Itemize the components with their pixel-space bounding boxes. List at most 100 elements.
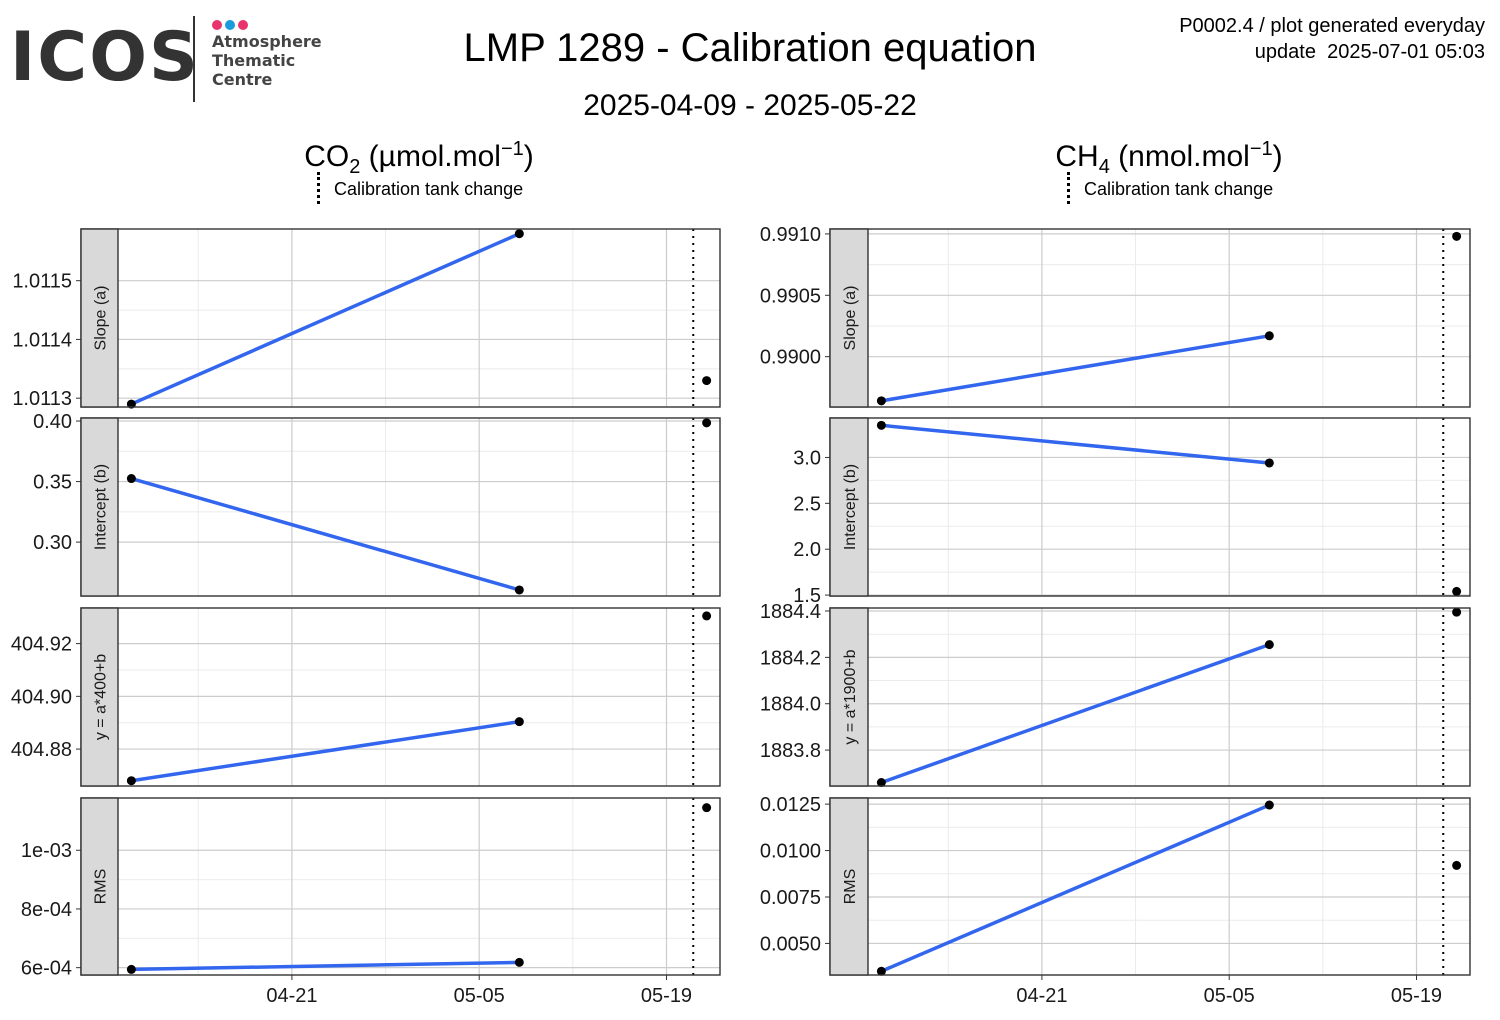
logo-dot (238, 20, 248, 30)
y-tick-label: 404.88 (11, 739, 72, 761)
facet-label: Intercept (b) (93, 464, 110, 550)
panel-border (80, 607, 721, 787)
data-point (876, 778, 886, 788)
facet-label: Slope (a) (93, 286, 110, 351)
meta-line-2: update 2025-07-01 05:03 (1254, 41, 1485, 63)
dotted-line-key (317, 172, 322, 204)
y-tick-label: 0.0125 (760, 794, 821, 816)
facet-label: y = a*1900+b (842, 649, 859, 744)
x-tick-label: 05-05 (1204, 985, 1255, 1007)
facet-strip (829, 228, 869, 408)
series-line (880, 803, 1271, 973)
gas-subscript: 2 (349, 156, 361, 178)
legend-label: Calibration tank change (1084, 178, 1274, 199)
y-tick-label: 0.9905 (760, 285, 821, 307)
unit-superscript: −1 (500, 138, 524, 160)
y-tick-label: 0.9900 (760, 347, 821, 369)
panel-border (829, 417, 1471, 597)
y-tick-label: 0.0050 (760, 933, 821, 955)
logo-line: Atmosphere (212, 32, 322, 51)
y-tick-label: 0.30 (33, 532, 72, 554)
facet-strip (829, 607, 869, 787)
data-point (876, 966, 886, 976)
logo-dot (225, 20, 235, 30)
facet-label: RMS (93, 869, 110, 905)
unit-superscript: −1 (1249, 138, 1273, 160)
y-tick-label: 0.9910 (760, 224, 821, 246)
series-line (130, 476, 520, 592)
x-tick-label: 04-21 (266, 985, 317, 1007)
panel-border (829, 797, 1471, 976)
co2-column-title: CO2 (µmol.mol−1) (219, 138, 619, 179)
data-point (1452, 231, 1462, 241)
unit-text: (µmol.mol (360, 140, 501, 173)
x-tick-label: 05-19 (1391, 985, 1442, 1007)
facet-label: Intercept (b) (842, 464, 859, 550)
series-line (131, 719, 520, 783)
icos-logo: ICOS Atmosphere Thematic Centre (10, 14, 330, 106)
ch4-legend: Calibration tank change (1067, 172, 1274, 204)
data-point (126, 776, 136, 786)
data-point (1452, 586, 1462, 596)
y-tick-label: 1.0114 (12, 329, 72, 351)
data-point (876, 420, 886, 430)
y-tick-label: 0.0075 (760, 887, 821, 909)
y-tick-label: 6e-04 (21, 958, 72, 980)
unit-close: ) (523, 140, 534, 173)
y-tick-label: 0.40 (33, 411, 72, 433)
logo-subtitle: Atmosphere Thematic Centre (212, 32, 322, 89)
y-tick-label: 1884.4 (760, 601, 821, 623)
data-point (514, 229, 524, 239)
y-tick-label: 3.0 (793, 447, 821, 469)
data-point (126, 964, 136, 974)
data-point (702, 611, 712, 621)
logo-dot (212, 20, 222, 30)
x-tick-label: 04-21 (1016, 985, 1067, 1007)
facet-strip (80, 228, 119, 408)
logo-line: Centre (212, 70, 273, 89)
series-line (130, 232, 521, 406)
facet-label: RMS (842, 869, 859, 905)
facet-strip (80, 607, 119, 787)
gas-subscript: 4 (1098, 156, 1110, 178)
data-point (1264, 331, 1274, 341)
logo-dots (212, 17, 251, 35)
co2-legend: Calibration tank change (317, 172, 524, 204)
facet-strip (829, 417, 869, 597)
data-point (876, 396, 886, 406)
dotted-line-key (1067, 172, 1072, 204)
series-line (131, 960, 520, 972)
panel-border (80, 797, 721, 976)
panel-border (829, 607, 1471, 787)
data-point (702, 803, 712, 813)
y-tick-label: 0.35 (33, 472, 72, 494)
legend-label: Calibration tank change (334, 178, 524, 199)
panel-border (80, 417, 721, 597)
meta-line-1: P0002.4 / plot generated everyday (1179, 15, 1485, 37)
y-tick-label: 1.5 (793, 585, 821, 607)
y-tick-label: 1.0115 (12, 271, 72, 293)
y-tick-label: 8e-04 (21, 899, 72, 921)
unit-close: ) (1272, 140, 1283, 173)
data-point (1264, 640, 1274, 650)
data-point (702, 376, 712, 386)
x-tick-label: 05-05 (454, 985, 505, 1007)
panel-border (80, 228, 721, 408)
data-point (1452, 860, 1462, 870)
unit-text: (nmol.mol (1109, 140, 1250, 173)
chart-title: LMP 1289 - Calibration equation (463, 26, 1037, 70)
data-point (1264, 458, 1274, 468)
ch4-column-title: CH4 (nmol.mol−1) (969, 138, 1369, 179)
chart-subtitle: 2025-04-09 - 2025-05-22 (583, 89, 917, 122)
y-tick-label: 1884.0 (760, 694, 821, 716)
gas-name: CO (304, 140, 350, 173)
x-tick-label: 05-19 (641, 985, 692, 1007)
logo-line: Thematic (212, 51, 296, 70)
series-line (881, 423, 1270, 465)
y-tick-label: 404.90 (11, 686, 72, 708)
y-tick-label: 0.0100 (760, 841, 821, 863)
y-tick-label: 1e-03 (21, 840, 72, 862)
y-tick-label: 2.5 (793, 493, 821, 515)
data-point (126, 474, 136, 484)
series-line (880, 642, 1270, 785)
